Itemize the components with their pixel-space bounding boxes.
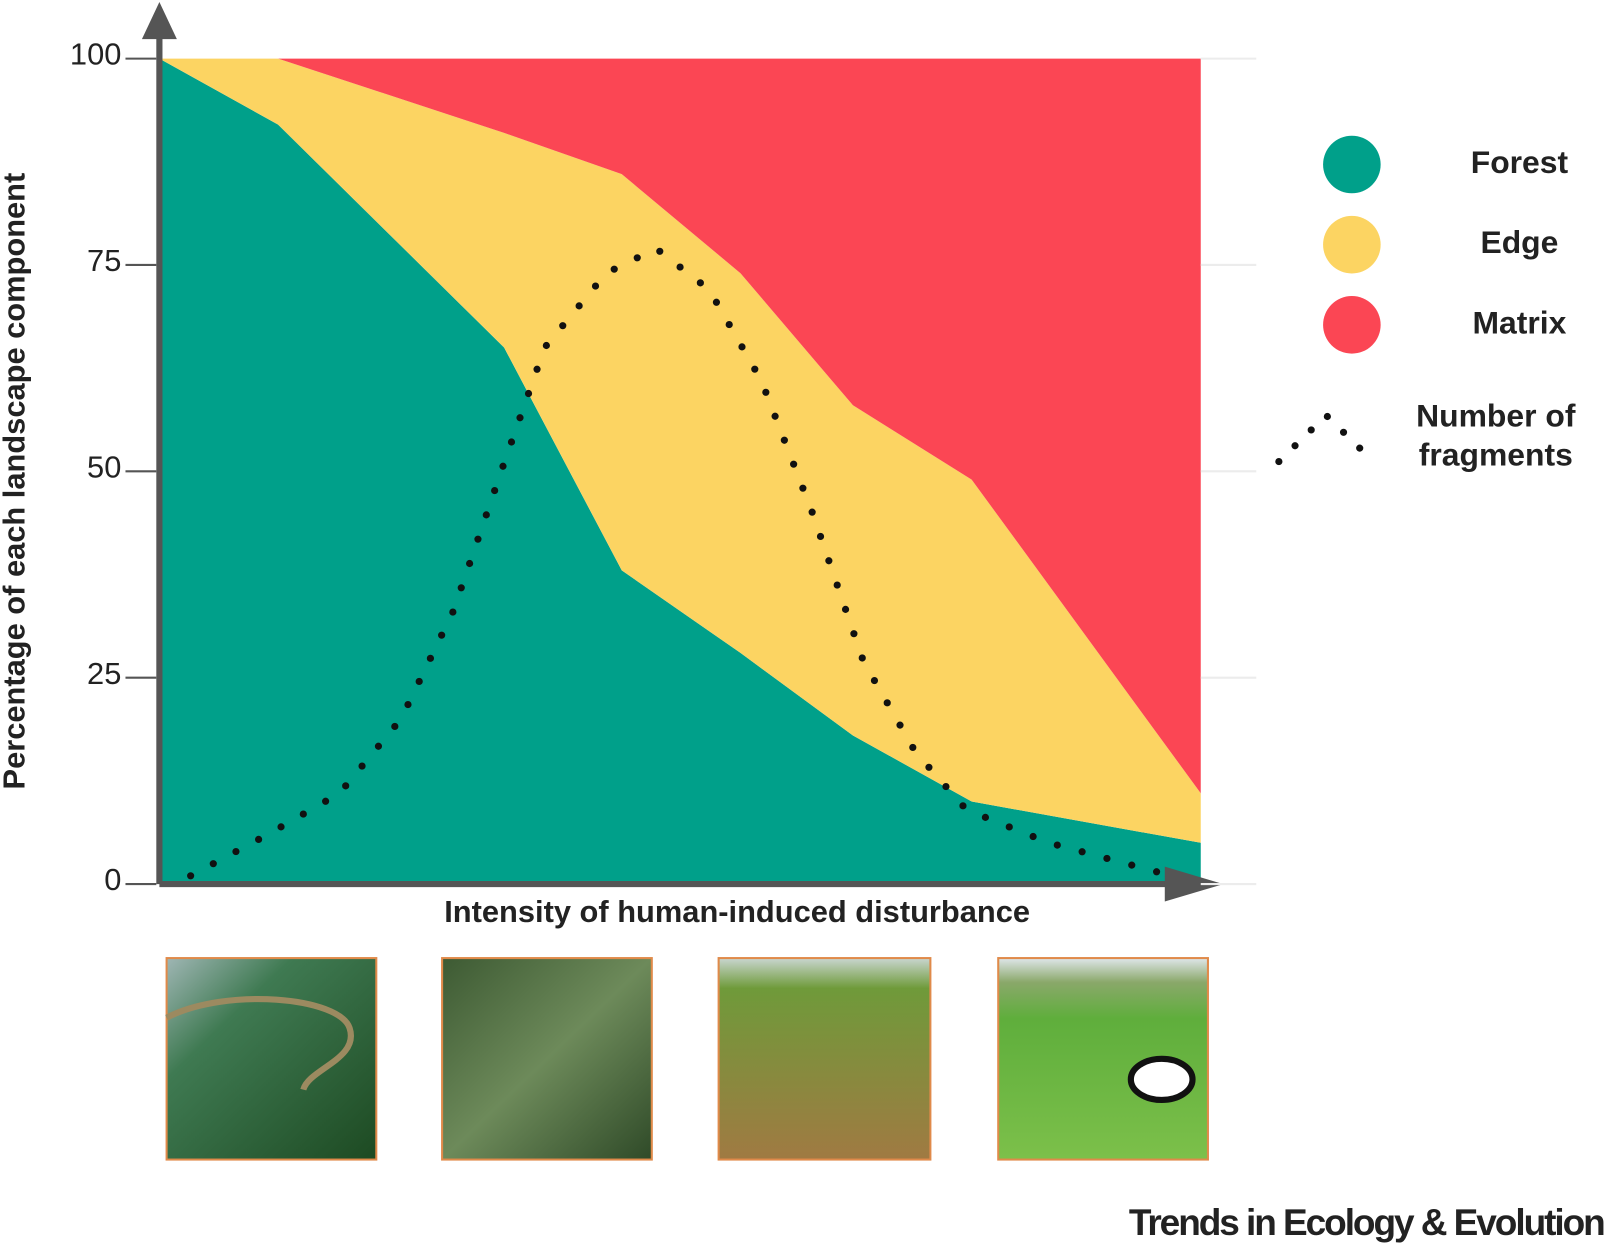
x-axis-title: Intensity of human-induced disturbance: [444, 894, 1030, 929]
legend-label: Matrix: [1472, 304, 1566, 340]
legend-line: [1275, 410, 1378, 466]
y-tick-label: 100: [70, 37, 121, 72]
photo-river: [165, 996, 354, 1091]
legend-swatch: [1323, 135, 1381, 194]
area-forest: [159, 58, 1201, 885]
legend-swatch: [1323, 296, 1381, 354]
area-edge: [159, 58, 1201, 843]
photos: [165, 957, 1209, 1161]
y-axis-arrow: [141, 2, 177, 40]
legend-label: Number of fragments: [1416, 397, 1576, 473]
photo-plantation: [717, 957, 932, 1161]
photo-fragmented: [441, 957, 653, 1161]
source: Trends in Ecology & Evolution: [1129, 1202, 1604, 1243]
photo-forest: [165, 957, 378, 1161]
y-tick-label: 25: [87, 656, 121, 691]
y-axis-title: Percentage of each landscape component: [0, 173, 32, 790]
area-matrix: [159, 58, 1201, 794]
overlay: [141, 2, 1224, 902]
legend-label: Forest: [1471, 144, 1569, 180]
fragments-line: [187, 244, 1176, 880]
y-tick-label: 0: [104, 862, 121, 897]
legend-label-wrap: Number of fragments: [1416, 397, 1576, 473]
photo-cow: [1127, 1055, 1196, 1104]
y-tick-label: 50: [87, 449, 121, 484]
x-axis-arrow: [1164, 866, 1224, 902]
y-tick-label: 75: [87, 243, 121, 278]
plot-area: [159, 58, 1201, 885]
legend-swatch: [1323, 215, 1381, 274]
legend-label: Edge: [1480, 224, 1558, 260]
